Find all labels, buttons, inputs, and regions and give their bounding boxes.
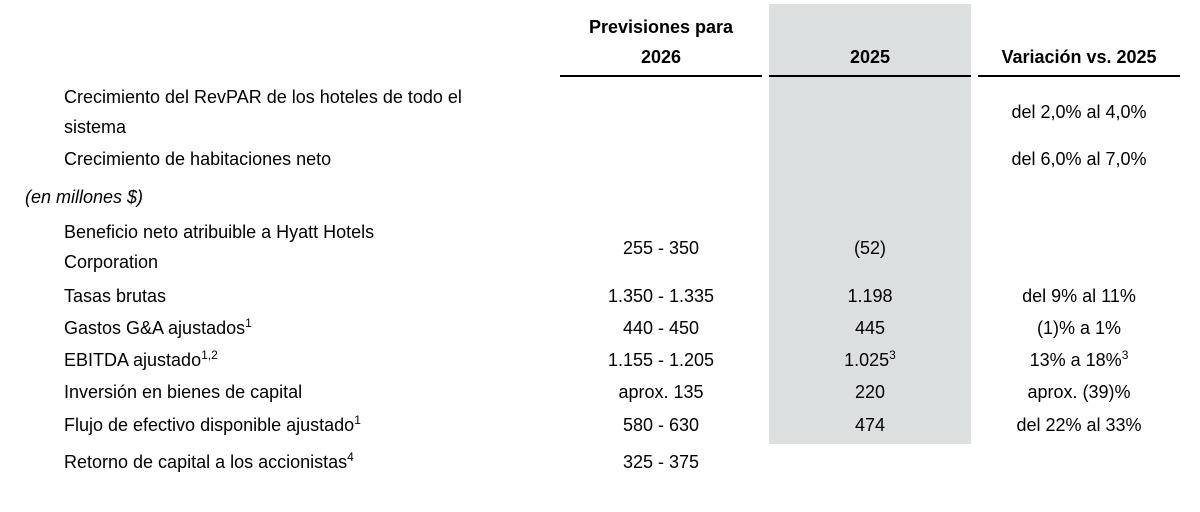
footnote-ref-fcf: 1 bbox=[354, 413, 361, 427]
cell-change-ebitda: 13% a 18%3 bbox=[1029, 348, 1129, 370]
row-label-return-capital: Retorno de capital a los accionistas4 bbox=[64, 450, 354, 472]
cell-2025-fcf: 474 bbox=[854, 415, 886, 435]
header-outlook-2026: Previsiones para 2026 bbox=[560, 12, 762, 72]
footnote-ref-ebitda: 1,2 bbox=[201, 348, 218, 362]
cell-outlook-ga: 440 - 450 bbox=[622, 318, 700, 338]
row-label-ga: Gastos G&A ajustados1 bbox=[64, 316, 252, 338]
column-2025-shading bbox=[769, 4, 971, 444]
cell-outlook-return-capital: 325 - 375 bbox=[622, 452, 700, 472]
cell-outlook-capex: aprox. 135 bbox=[618, 382, 704, 402]
row-label-gross-fees: Tasas brutas bbox=[64, 286, 167, 306]
footnote-ref-ebitda-change: 3 bbox=[1121, 348, 1129, 362]
cell-change-fcf: del 22% al 33% bbox=[1016, 415, 1142, 435]
cell-outlook-ebitda: 1.155 - 1.205 bbox=[607, 350, 715, 370]
cell-outlook-fcf: 580 - 630 bbox=[622, 415, 700, 435]
cell-change-gross-fees: del 9% al 11% bbox=[1022, 286, 1136, 306]
row-label-fcf: Flujo de efectivo disponible ajustado1 bbox=[64, 413, 361, 435]
footnote-ref-return-capital: 4 bbox=[347, 450, 354, 464]
cell-2025-net-income: (52) bbox=[853, 238, 886, 258]
row-label-rooms: Crecimiento de habitaciones neto bbox=[64, 149, 332, 169]
cell-2025-gross-fees: 1.198 bbox=[847, 286, 893, 306]
header-change-vs-2025: Variación vs. 2025 bbox=[1001, 47, 1157, 67]
header-rule-change bbox=[978, 75, 1180, 77]
header-rule-outlook bbox=[560, 75, 762, 77]
cell-2025-ebitda: 1.0253 bbox=[844, 348, 896, 370]
section-label-millions: (en millones $) bbox=[25, 187, 144, 207]
row-label-net-income: Beneficio neto atribuible a Hyatt Hotels… bbox=[64, 222, 375, 272]
cell-outlook-net-income: 255 - 350 bbox=[622, 238, 700, 258]
cell-change-rooms: del 6,0% al 7,0% bbox=[1011, 149, 1147, 169]
cell-change-revpar: del 2,0% al 4,0% bbox=[1011, 102, 1147, 122]
cell-change-capex: aprox. (39)% bbox=[1027, 382, 1131, 402]
row-label-ebitda: EBITDA ajustado1,2 bbox=[64, 348, 218, 370]
footnote-ref-ga: 1 bbox=[245, 316, 252, 330]
header-2025: 2025 bbox=[849, 47, 891, 67]
header-rule-2025 bbox=[769, 75, 971, 77]
row-label-revpar: Crecimiento del RevPAR de los hoteles de… bbox=[64, 87, 462, 137]
header-outlook-line2: 2026 bbox=[640, 47, 682, 67]
cell-2025-capex: 220 bbox=[854, 382, 886, 402]
header-outlook-line1: Previsiones para bbox=[588, 17, 734, 37]
footnote-ref-ebitda-2025: 3 bbox=[889, 348, 896, 362]
cell-2025-ga: 445 bbox=[854, 318, 886, 338]
row-label-capex: Inversión en bienes de capital bbox=[64, 382, 303, 402]
cell-change-ga: (1)% a 1% bbox=[1036, 318, 1122, 338]
cell-outlook-gross-fees: 1.350 - 1.335 bbox=[607, 286, 715, 306]
